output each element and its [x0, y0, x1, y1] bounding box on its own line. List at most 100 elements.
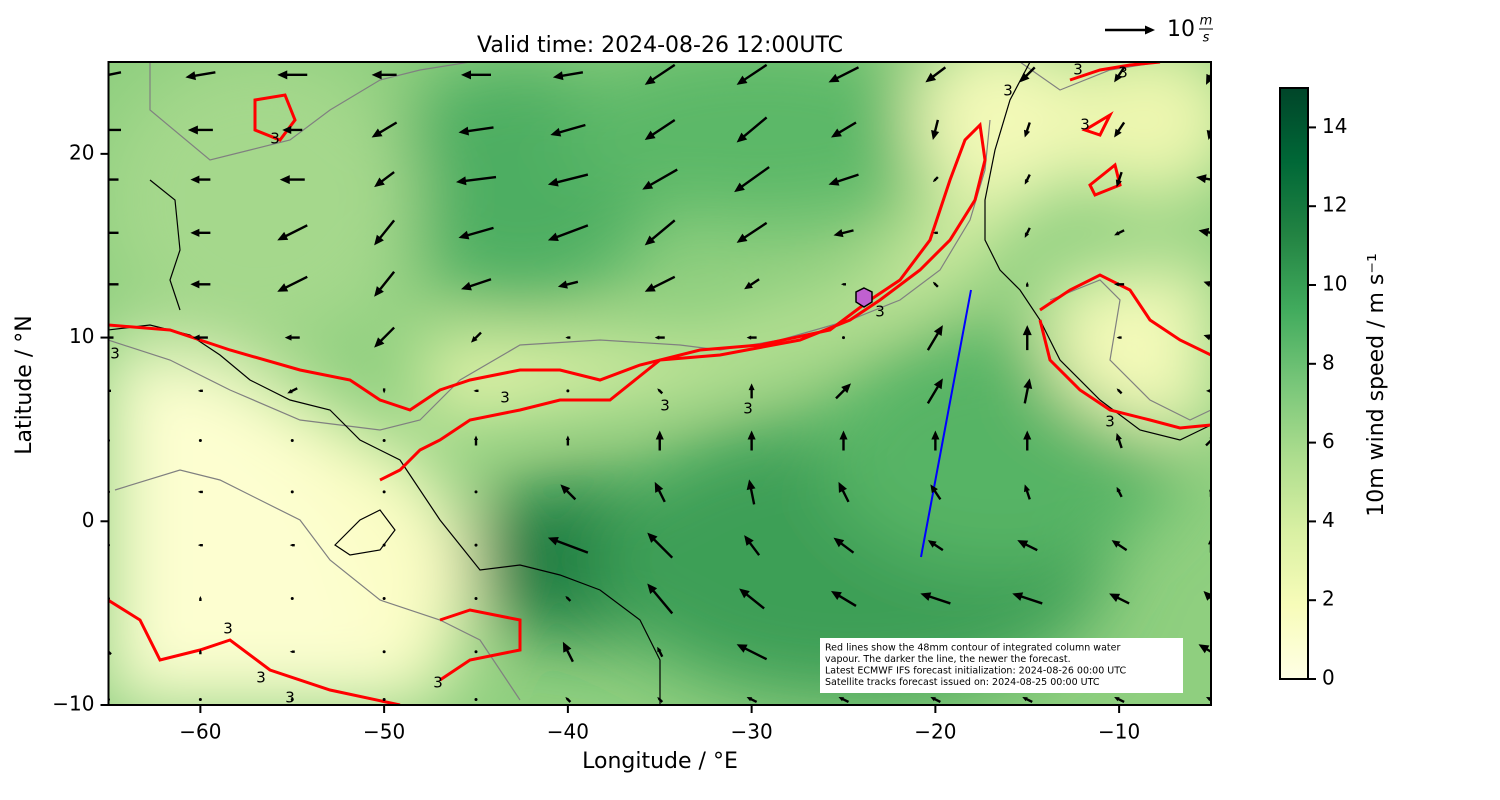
x-tick-label: −50: [363, 720, 405, 744]
y-tick-label: 20: [69, 140, 94, 164]
wind-arrow: [560, 484, 577, 501]
wind-arrow: [657, 388, 664, 395]
wind-arrow: [747, 430, 756, 451]
wind-arrow: [108, 231, 119, 235]
colorbar-label: 10m wind speed / m s⁻¹: [1364, 253, 1389, 517]
key-unit-num: m: [1200, 14, 1213, 29]
wind-arrow: [566, 389, 570, 393]
colorbar-tick-label: 12: [1322, 193, 1347, 217]
wind-arrow: [371, 121, 398, 138]
wind-arrow: [199, 595, 202, 601]
wind-arrow: [547, 224, 589, 242]
wind-arrow: [647, 583, 674, 615]
wind-arrow: [474, 490, 478, 494]
colorbar-tick-label: 10: [1322, 272, 1347, 296]
wind-arrow: [565, 336, 571, 339]
wind-arrow: [199, 649, 202, 655]
wind-arrow: [833, 537, 855, 554]
wind-arrow: [108, 128, 121, 132]
wind-arrow: [108, 71, 122, 77]
wind-arrow: [1023, 484, 1031, 500]
wind-arrow: [831, 590, 857, 607]
wind-arrow: [187, 125, 213, 135]
wind-arrow: [644, 118, 676, 140]
wind-arrow: [838, 481, 850, 503]
wind-arrow: [382, 388, 386, 394]
iwv-48mm-contours: [108, 62, 1211, 705]
wind-arrow: [736, 221, 768, 243]
wind-arrow: [833, 229, 854, 238]
wind-arrow: [557, 280, 579, 289]
wind-arrow: [657, 646, 664, 658]
wind-arrow: [828, 173, 859, 186]
wind-arrow: [1198, 644, 1211, 654]
wind-arrow: [185, 71, 216, 81]
note-line: Red lines show the 48mm contour of integ…: [825, 643, 1120, 654]
wind-arrow: [831, 121, 857, 138]
contour-label: 3: [270, 130, 280, 148]
contour-label: 3: [1073, 61, 1083, 79]
wind-arrow: [1114, 696, 1125, 704]
colorbar-tick-label: 6: [1322, 429, 1335, 453]
wind-arrow: [841, 283, 846, 286]
wind-arrow: [926, 325, 943, 351]
wind-arrow: [382, 596, 386, 600]
x-tick-label: −60: [179, 720, 221, 744]
station-marker: [855, 287, 873, 308]
key-value: 10: [1167, 17, 1195, 42]
wind-arrow: [1114, 121, 1126, 138]
wind-arrow: [1116, 486, 1123, 498]
wind-arrow: [927, 540, 944, 552]
colorbar-tick-label: 14: [1322, 114, 1347, 138]
wind-arrow: [736, 644, 768, 661]
wind-arrow: [1116, 388, 1123, 395]
wind-arrow: [1206, 388, 1211, 393]
wind-arrow: [374, 171, 395, 188]
wind-arrow: [930, 696, 941, 704]
wind-arrow: [461, 278, 492, 291]
contour-label: 3: [223, 620, 233, 638]
wind-arrow: [746, 479, 756, 505]
wind-arrow: [736, 63, 768, 85]
note-line: vapour. The darker the line, the newer t…: [825, 654, 1071, 665]
wind-arrow: [1022, 696, 1033, 704]
wind-arrow: [284, 334, 300, 341]
wind-arrow: [197, 490, 203, 494]
wind-arrow: [739, 588, 765, 610]
contour-label: 3: [1080, 116, 1090, 134]
wind-arrow: [644, 63, 676, 85]
wind-arrow: [565, 435, 570, 446]
x-axis-label: Longitude / °E: [582, 749, 738, 774]
wind-arrow: [835, 383, 851, 400]
wind-arrow: [287, 387, 298, 394]
colorbar-tick-label: 2: [1322, 587, 1335, 611]
wind-arrow: [1022, 325, 1032, 351]
map-field: [108, 62, 1211, 705]
wind-arrow: [644, 275, 676, 292]
wind-arrow: [932, 281, 939, 288]
wind-arrow: [1109, 593, 1130, 605]
wind-arrow: [1017, 540, 1038, 552]
y-tick-label: 0: [82, 508, 95, 532]
wind-arrow: [198, 438, 202, 442]
wind-arrow: [382, 543, 386, 547]
wind-arrow: [190, 175, 211, 184]
key-arrow: [1105, 25, 1155, 35]
wind-arrow: [550, 123, 586, 137]
wind-arrow: [932, 231, 938, 235]
wind-arrow: [657, 696, 664, 703]
satellite-track: [920, 289, 972, 558]
wind-arrow: [290, 438, 294, 442]
wind-arrow: [277, 224, 308, 241]
wind-arrow: [932, 176, 939, 183]
colorbar: [1279, 87, 1309, 680]
wind-arrow: [828, 66, 860, 83]
wind-arrow: [474, 596, 478, 600]
wind-arrow: [1115, 171, 1123, 188]
wind-arrow: [654, 335, 665, 340]
wind-arrow: [1203, 590, 1211, 601]
wind-arrow: [197, 389, 203, 393]
coastlines: [108, 62, 1211, 705]
wind-arrow: [277, 275, 308, 292]
wind-arrow: [931, 119, 940, 140]
